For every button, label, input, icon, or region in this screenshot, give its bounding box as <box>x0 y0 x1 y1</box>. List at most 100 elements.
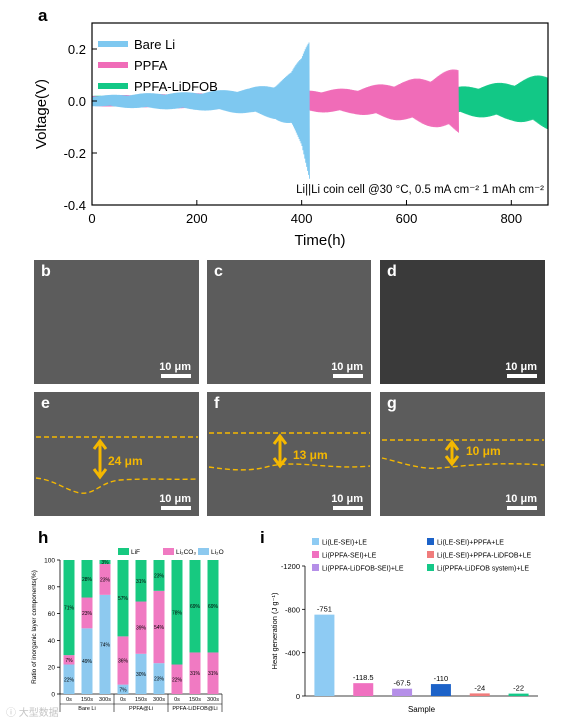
legend-label: Li(LE-SEI)+PPFA+LE <box>437 540 504 547</box>
bar <box>469 693 490 696</box>
bar-value-label: 31% <box>190 671 201 677</box>
x-tick-label: 800 <box>500 211 522 226</box>
y-tick-label: 0 <box>51 692 55 699</box>
legend-swatch <box>312 538 319 545</box>
bar <box>430 684 451 696</box>
x-tick-label: 200 <box>186 211 208 226</box>
bar-segment <box>63 655 75 665</box>
y-axis-label: Heat generation (J g⁻¹) <box>270 592 279 669</box>
bar-value-label: 31% <box>136 579 147 585</box>
legend-label: Li₂CO₃ <box>176 549 196 556</box>
bar-segment <box>81 597 93 629</box>
bar-segment <box>135 560 147 602</box>
sem-panel-c: c 10 μm <box>207 260 371 384</box>
y-tick-label: 100 <box>44 558 55 565</box>
bar-value-label: -67.5 <box>394 679 411 688</box>
legend-label: Bare Li <box>134 37 175 52</box>
legend-swatch <box>118 548 129 555</box>
thickness-label: 10 μm <box>466 444 501 458</box>
x-axis-label: Sample <box>408 705 436 714</box>
scale-bar: 10 μm <box>159 493 191 510</box>
bar-value-label: -118.5 <box>353 673 374 682</box>
y-tick-label: 80 <box>48 584 56 591</box>
legend-label: Li(PPFA-SEI)+LE <box>322 553 377 560</box>
legend-label: Li(LE-SEI)+PPFA-LiDFOB+LE <box>437 553 531 560</box>
y-axis-label: Ratio of inorganic layer components(%) <box>31 570 38 684</box>
scale-bar: 10 μm <box>505 493 537 510</box>
scale-bar: 10 μm <box>331 361 363 378</box>
sem-letter: f <box>214 395 220 412</box>
bar-value-label: 31% <box>208 671 219 677</box>
sem-letter: b <box>41 263 51 280</box>
sem-panel-f: f 13 μm 10 μm <box>207 392 371 516</box>
legend-label: Li(PPFA-LiDFOB system)+LE <box>437 566 529 573</box>
sem-panel-g: g 10 μm 10 μm <box>380 392 545 516</box>
bar-value-label: 3% <box>101 560 109 566</box>
y-tick-label: 0 <box>296 692 300 701</box>
legend-label: PPFA <box>134 58 168 73</box>
y-tick-label: 60 <box>48 611 56 618</box>
plot-frame <box>91 22 549 206</box>
scale-bar: 10 μm <box>159 361 191 378</box>
voltage-time-chart: -0.4 -0.2 0.0 0.2 0 200 400 600 800 Time(h) Voltag… <box>33 22 549 249</box>
x-axis-label: Time(h) <box>294 232 345 249</box>
thickness-label: 13 μm <box>293 448 328 462</box>
bar-value-label: -110 <box>434 674 448 683</box>
bar-segment <box>153 590 165 664</box>
x-tick-label: 300s <box>99 697 111 703</box>
bar-value-label: 78% <box>172 610 183 616</box>
bar-value-label: 54% <box>154 625 165 631</box>
x-tick-label: 0s <box>174 697 180 703</box>
watermark: ⓘ 大型数据 <box>6 708 59 719</box>
legend-swatch <box>163 548 174 555</box>
y-axis-label: Voltage(V) <box>33 79 50 149</box>
bar-segment <box>171 664 183 694</box>
bar-segment <box>153 663 165 694</box>
bar-segment <box>99 594 111 694</box>
bar-value-label: 69% <box>208 604 219 610</box>
y-tick-label: -400 <box>285 649 300 658</box>
bar-segment <box>135 653 147 694</box>
watermark-icon: ⓘ <box>6 708 19 719</box>
bar-value-label: 23% <box>154 573 165 579</box>
bar-segment <box>81 628 93 694</box>
bar-value-label: 57% <box>118 596 129 602</box>
legend-swatch <box>427 564 434 571</box>
legend-swatch <box>198 548 209 555</box>
x-tick-label: 150s <box>135 697 147 703</box>
bar <box>508 693 529 696</box>
sem-letter: d <box>387 263 397 280</box>
bar-value-label: 23% <box>100 577 111 583</box>
group-label: PPFA@Li <box>129 706 153 712</box>
sem-letter: c <box>214 263 223 280</box>
bar-segment <box>189 560 201 653</box>
bar-segment <box>81 560 93 598</box>
bar <box>392 688 413 696</box>
x-tick-label: 0 <box>88 211 95 226</box>
bar-segment <box>63 664 75 694</box>
bar-segment <box>63 560 75 656</box>
bar-segment <box>171 560 183 665</box>
legend-swatch <box>312 551 319 558</box>
x-tick-label: 150s <box>81 697 93 703</box>
bar <box>314 614 335 696</box>
panel-letter-i: i <box>260 528 265 547</box>
legend-label: Li(PPFA-LiDFOB-SEI)+LE <box>322 566 404 573</box>
bar-value-label: 23% <box>154 677 165 683</box>
bar-value-label: 49% <box>82 659 93 665</box>
bar-value-label: 7% <box>119 687 127 693</box>
thickness-label: 24 μm <box>108 454 143 468</box>
legend-swatch <box>312 564 319 571</box>
legend-label: Li₂O <box>211 549 224 556</box>
sem-letter: e <box>41 395 50 412</box>
bar-value-label: 22% <box>172 677 183 683</box>
x-tick-label: 300s <box>207 697 219 703</box>
bar-segment <box>189 652 201 694</box>
y-tick-label: 20 <box>48 665 56 672</box>
y-tick-label: 0.2 <box>68 42 86 57</box>
legend-label: Li(LE-SEI)+LE <box>322 540 367 547</box>
panel-letter-a: a <box>38 6 48 25</box>
bar-segment <box>117 636 129 685</box>
